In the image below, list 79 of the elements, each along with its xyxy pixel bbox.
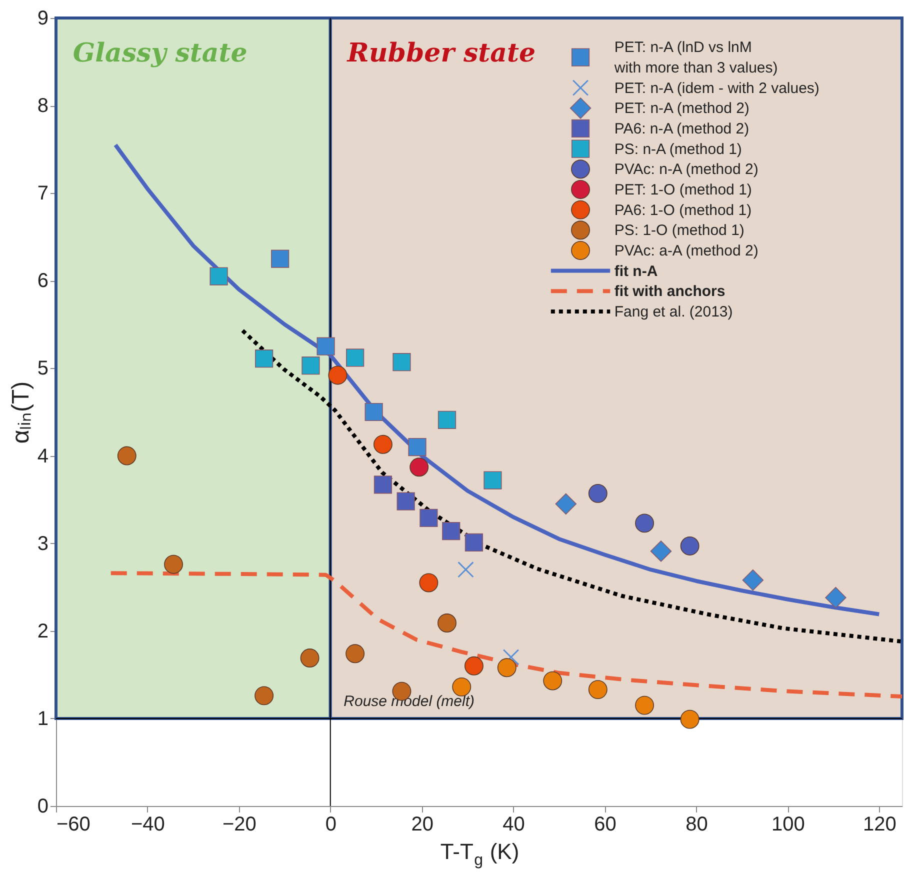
point [680,536,700,556]
legend-label: fit with anchors [614,283,726,300]
point [442,522,460,540]
point [438,614,456,632]
x-tick-label: 20 [411,814,434,836]
point [497,658,516,678]
legend-label: fit n-A [614,262,658,280]
point [364,402,383,422]
point [346,348,364,367]
legend-label: PA6: n-A (method 2) [614,120,750,138]
x-tick-label: −20 [222,814,256,836]
point [438,410,456,429]
point [635,696,654,715]
legend-label: PET: n-A (method 2) [614,100,750,118]
y-tick-label: 1 [37,708,48,730]
y-tick-label: 8 [37,95,48,118]
y-tick-label: 7 [37,182,48,205]
y-tick-label: 0 [37,796,48,818]
y-tick-label: 9 [37,8,48,30]
point [588,484,608,503]
x-tick-label: 40 [502,814,525,836]
legend-label: PET: 1-O (method 1) [614,181,752,198]
point [410,458,429,477]
point [300,648,320,668]
legend-label: PS: 1-O (method 1) [614,222,744,240]
point [458,561,474,578]
y-tick-label: 4 [37,445,48,468]
y-tick-label: 6 [37,270,48,292]
point [543,671,562,690]
band-label: Rubber state [346,38,536,68]
y-tick-label: 2 [37,620,48,642]
point [210,267,228,286]
point [452,677,472,696]
point [680,710,700,729]
y-tick-label: 5 [37,358,48,380]
point [588,680,608,700]
point [302,356,320,375]
point [271,250,290,268]
point [555,493,577,515]
point [650,540,672,562]
point [408,438,426,456]
point [328,366,348,385]
legend-label: Fang et al. (2013) [614,303,733,320]
point [374,476,392,494]
x-tick-label: 120 [862,814,896,836]
point [502,648,520,666]
point [419,573,438,592]
point [484,471,502,490]
y-tick-label: 3 [37,532,48,555]
x-tick-label: 100 [771,814,805,836]
x-tick-label: −60 [56,814,90,836]
point [825,586,846,608]
legend-label: PET: n-A (lnD vs lnM with more than 3 values) [613,39,778,76]
band-label: Glassy state [72,38,248,68]
point [346,644,365,664]
legend-label: PS: n-A (method 1) [614,140,742,158]
x-tick-label: −40 [130,814,165,836]
point [635,514,654,533]
point [420,508,438,528]
legend-label: PVAc: a-A (method 2) [614,242,758,260]
point [464,656,484,676]
point [117,446,136,466]
point [396,492,415,510]
point [255,350,274,368]
x-tick-label: 0 [325,814,336,836]
point [464,533,484,552]
legend-label: PA6: 1-O (method 1) [614,202,752,219]
point [254,686,274,706]
x-tick-label: 60 [594,814,616,836]
point [392,353,411,372]
y-axis-title: αₗᵢₙ(T) [7,381,34,444]
point [373,434,392,454]
legend-label: PVAc: n-A (method 2) [614,161,758,178]
legend-label: PET: n-A (idem - with 2 values) [614,80,820,97]
point [742,569,764,591]
point [164,554,184,574]
x-tick-label: 80 [686,814,708,836]
point [316,337,335,356]
line-series [113,142,882,616]
